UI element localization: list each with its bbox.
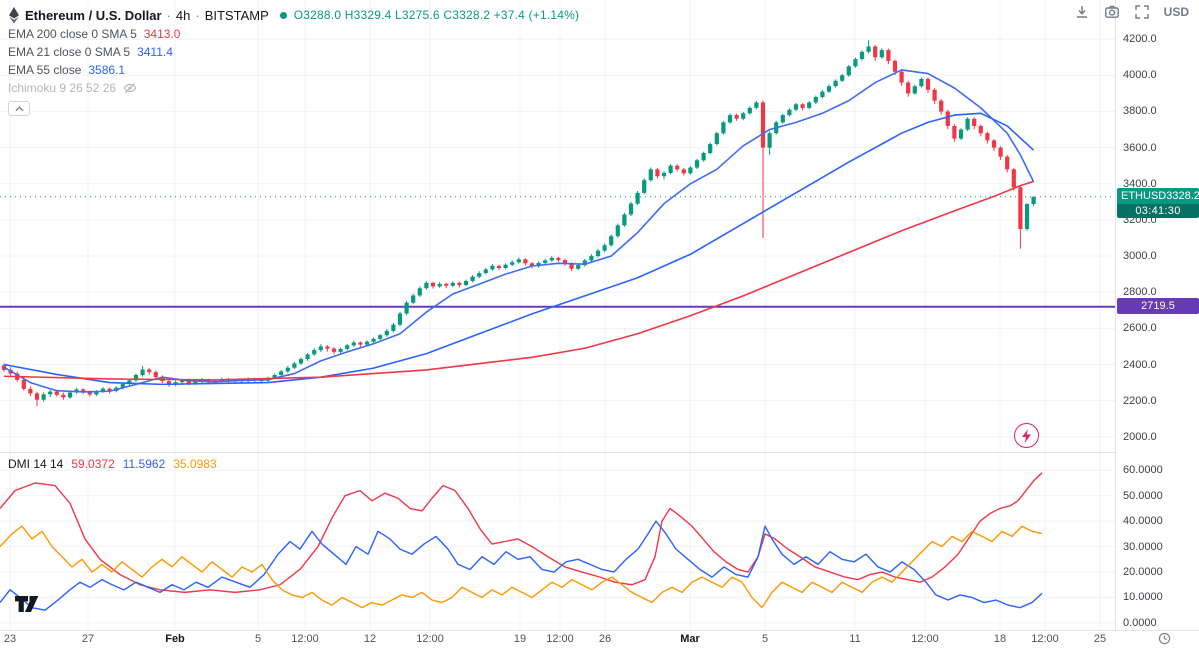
price-tick-label: 50.0000 — [1123, 489, 1163, 502]
indicator-row[interactable]: EMA 55 close 3586.1 — [8, 62, 579, 78]
dmi-value: 35.0983 — [173, 457, 217, 471]
snapshot-camera-icon[interactable] — [1104, 4, 1120, 20]
timeframe-label[interactable]: 4h — [175, 7, 191, 23]
dmi-line-adx[interactable] — [0, 472, 1043, 594]
symbol-title-row[interactable]: Ethereum / U.S. Dollar · 4h · BITSTAMP O… — [8, 6, 579, 24]
time-tick-label: 12:00 — [291, 633, 319, 645]
ma-line-ema-21[interactable] — [3, 69, 1035, 393]
chart-toolbar: USD — [1074, 4, 1189, 20]
indicator-name: Ichimoku 9 26 52 26 — [8, 81, 117, 95]
dmi-indicator-name: DMI 14 14 — [8, 457, 64, 471]
eth-logo-icon — [8, 6, 20, 24]
price-tick-label: 20.0000 — [1123, 566, 1163, 579]
time-tick-label: 12:00 — [416, 633, 444, 645]
time-axis[interactable]: 23 27 Feb 5 12:00 12 12:00 19 12:00 26 Mar 5 11 12:00… — [0, 630, 1199, 646]
main-legend: Ethereum / U.S. Dollar · 4h · BITSTAMP O… — [8, 6, 579, 116]
dmi-legend[interactable]: DMI 14 14 59.0372 11.5962 35.0983 — [8, 457, 217, 471]
time-tick-label: 12:00 — [911, 633, 939, 645]
title-separator-2: · — [195, 7, 200, 23]
download-icon[interactable] — [1074, 4, 1090, 20]
time-tick-label: Feb — [165, 633, 185, 645]
currency-toggle[interactable]: USD — [1163, 5, 1189, 19]
price-tick-label: 3800.0 — [1123, 105, 1157, 118]
price-tick-label: 2000.0 — [1123, 430, 1157, 443]
indicator-value: 3413.0 — [143, 27, 181, 41]
indicator-row[interactable]: EMA 21 close 0 SMA 5 3411.4 — [8, 44, 579, 60]
price-tick-label: 40.0000 — [1123, 515, 1163, 528]
chart-canvas[interactable] — [0, 0, 1199, 630]
time-tick-label: Mar — [680, 633, 700, 645]
time-tick-label: 18 — [993, 633, 1007, 645]
time-tick-label: 12:00 — [1031, 633, 1059, 645]
indicator-legend: EMA 200 close 0 SMA 5 3413.0 EMA 21 close … — [8, 26, 579, 96]
title-separator: · — [166, 7, 171, 23]
timezone-clock-icon[interactable] — [1158, 632, 1171, 650]
price-tick-label: 4000.0 — [1123, 69, 1157, 82]
time-tick-label: 5 — [761, 633, 769, 645]
dmi-value: 59.0372 — [71, 457, 115, 471]
badge-price: 3328.2 — [1166, 189, 1199, 202]
fullscreen-icon[interactable] — [1134, 4, 1150, 20]
eye-off-icon[interactable] — [123, 82, 137, 94]
indicator-name: EMA 21 close 0 SMA 5 — [8, 45, 131, 59]
indicator-name: EMA 55 close — [8, 63, 82, 77]
price-tick-label: 2600.0 — [1123, 322, 1157, 335]
time-tick-label: 26 — [598, 633, 612, 645]
price-tick-label: 4200.0 — [1123, 33, 1157, 46]
quick-action-spark-button[interactable] — [1014, 423, 1039, 448]
price-tick-label: 2400.0 — [1123, 358, 1157, 371]
price-tick-label: 10.0000 — [1123, 591, 1163, 604]
price-tick-label: 3400.0 — [1123, 177, 1157, 190]
price-tick-label: 30.0000 — [1123, 540, 1163, 553]
time-tick-label: 19 — [513, 633, 527, 645]
dmi-values: 59.0372 11.5962 35.0983 — [71, 457, 216, 471]
price-tick-label: 3000.0 — [1123, 250, 1157, 263]
time-tick-label: 11 — [849, 633, 861, 645]
dmi-line-di[interactable] — [0, 525, 1043, 609]
indicator-name: EMA 200 close 0 SMA 5 — [8, 27, 137, 41]
price-tick-label: 0.0000 — [1123, 616, 1157, 629]
tradingview-logo[interactable] — [14, 594, 48, 619]
ohlc-values: O3288.0 H3329.4 L3275.6 C3328.2 +37.4 (+… — [293, 8, 580, 22]
time-tick-label: 12:00 — [546, 633, 574, 645]
price-tick-label: 2200.0 — [1123, 394, 1157, 407]
ma-line-ema-55[interactable] — [3, 112, 1035, 386]
time-tick-label: 27 — [81, 633, 95, 645]
level-price-badge: 2719.5 — [1117, 297, 1199, 314]
price-tick-label: 3600.0 — [1123, 141, 1157, 154]
candlestick-series — [1, 40, 1036, 407]
indicator-value: 3411.4 — [137, 45, 173, 59]
time-tick-label: 23 — [3, 633, 17, 645]
market-status-dot[interactable] — [279, 11, 287, 19]
price-axis[interactable]: ETHUSD 3328.2 03:41:30 2719.5 4200.0 4000… — [1115, 0, 1199, 630]
time-tick-label: 25 — [1093, 633, 1107, 645]
indicator-row[interactable]: EMA 200 close 0 SMA 5 3413.0 — [8, 26, 579, 42]
indicator-row[interactable]: Ichimoku 9 26 52 26 — [8, 80, 579, 96]
collapse-indicators-button[interactable] — [8, 101, 30, 116]
symbol-title[interactable]: Ethereum / U.S. Dollar — [25, 7, 162, 23]
exchange-label[interactable]: BITSTAMP — [204, 7, 269, 23]
current-price-badge: ETHUSD 3328.2 03:41:30 — [1117, 187, 1199, 218]
badge-symbol: ETHUSD — [1121, 189, 1167, 202]
time-tick-label: 12 — [363, 633, 377, 645]
ma-line-ema-200-sma-5[interactable] — [3, 180, 1034, 381]
time-tick-label: 5 — [254, 633, 262, 645]
indicator-value: 3586.1 — [88, 63, 126, 77]
dmi-line-di[interactable] — [0, 520, 1043, 611]
bar-countdown: 03:41:30 — [1117, 203, 1199, 218]
price-tick-label: 60.0000 — [1123, 464, 1163, 477]
dmi-value: 11.5962 — [122, 457, 166, 471]
price-tick-label: 2800.0 — [1123, 286, 1157, 299]
lightning-bolt-icon — [1021, 428, 1031, 443]
chevron-up-icon — [14, 105, 24, 111]
